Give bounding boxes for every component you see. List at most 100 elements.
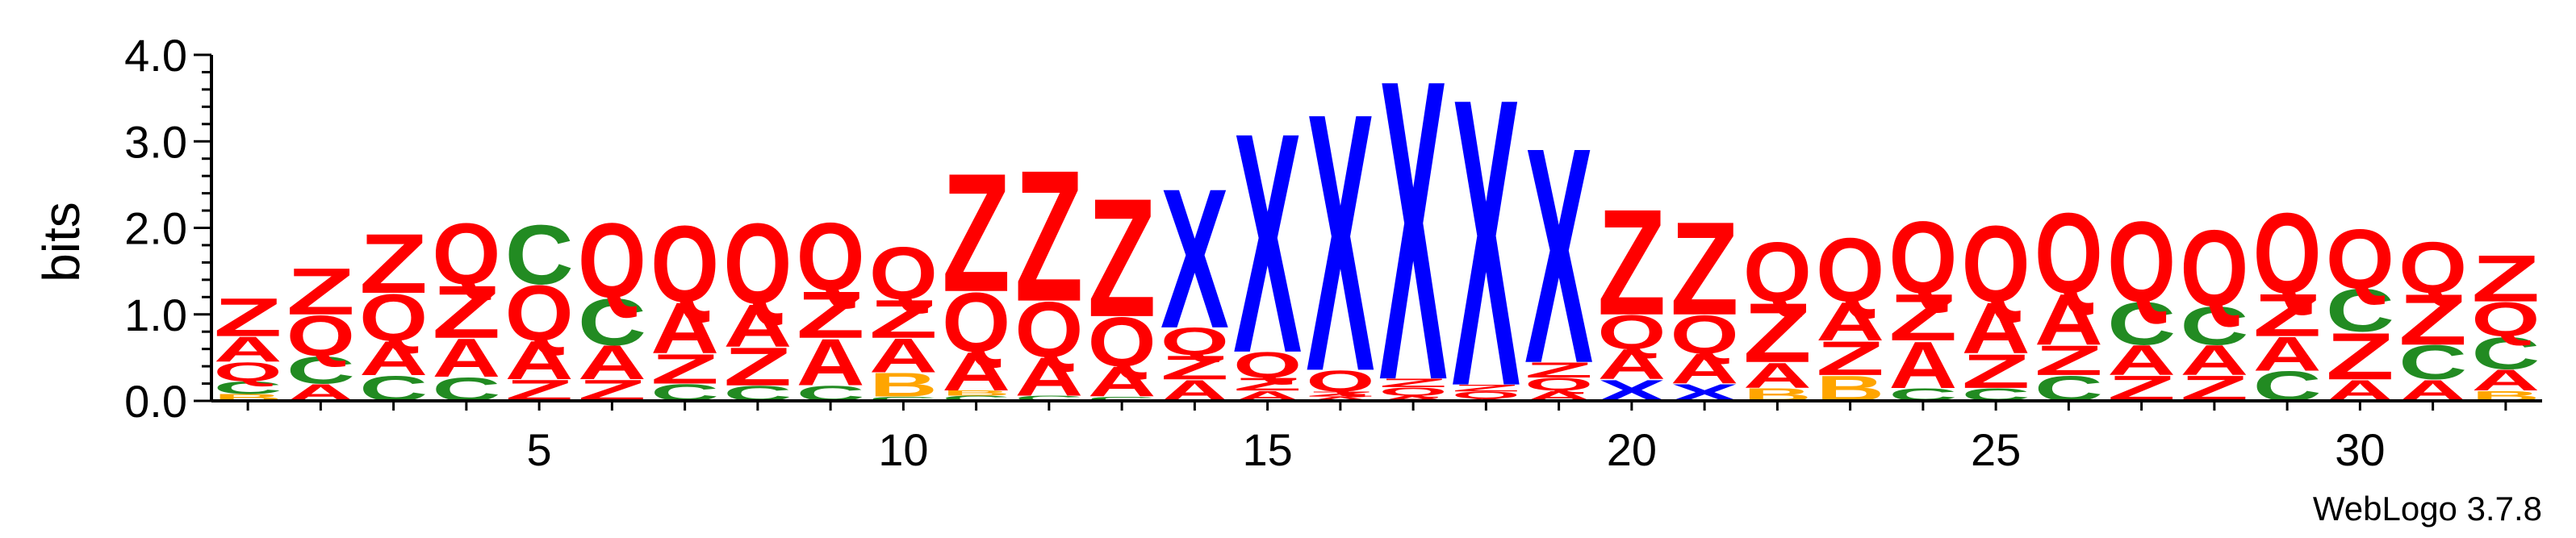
logo-glyph-x: X [1233, 69, 1302, 419]
logo-glyph-q: Q [1452, 390, 1520, 400]
logo-glyph-q: Q [505, 269, 574, 357]
logo-glyph-x: X [1306, 37, 1374, 449]
logo-glyph-c: C [2180, 296, 2248, 357]
logo-glyphs: BCQAZACQZCAQZCAZQZAQCZACQCZAQCZAQCAZQCBA… [214, 0, 2540, 472]
logo-glyph-a: A [1306, 395, 1374, 402]
logo-glyph-q: Q [1160, 320, 1229, 363]
logo-glyph-c: C [286, 349, 355, 392]
logo-glyph-a: A [1816, 291, 1884, 352]
logo-glyph-a: A [797, 326, 865, 400]
logo-glyph-z: Z [2326, 320, 2394, 394]
logo-glyph-c: C [1014, 394, 1083, 402]
logo-glyph-q: Q [214, 357, 282, 387]
logo-glyph-a: A [505, 331, 574, 391]
logo-glyph-a: A [214, 329, 282, 370]
logo-glyph-q: Q [1743, 225, 1812, 320]
logo-glyph-c: C [578, 285, 646, 359]
logo-glyph-z: Z [942, 138, 1010, 327]
logo-glyph-b: B [942, 389, 1010, 397]
logo-glyph-a: A [2107, 337, 2176, 384]
logo-glyph-a: A [2180, 337, 2248, 384]
logo-glyph-a: A [359, 332, 428, 386]
logo-glyph-q: Q [1597, 305, 1666, 359]
logo-glyph-a: A [869, 329, 938, 383]
logo-glyph-a: A [1597, 342, 1666, 389]
logo-glyph-q: Q [1014, 286, 1083, 373]
y-axis-label: bits [32, 202, 90, 282]
logo-glyph-z: Z [2034, 337, 2103, 384]
logo-glyph-a: A [432, 327, 500, 388]
logo-glyph-z: Z [1160, 348, 1229, 386]
logo-glyph-a: A [723, 292, 792, 360]
logo-glyph-q: Q [1962, 203, 2030, 325]
logo-glyph-z: Z [1962, 344, 2030, 398]
logo-glyph-z: Z [1816, 331, 1884, 385]
y-axis: 0.0 1.0 2.0 3.0 4.0 [124, 30, 213, 427]
logo-glyph-q: Q [2253, 189, 2322, 317]
logo-glyph-x: X [1524, 84, 1593, 428]
logo-glyph-z: Z [723, 336, 792, 397]
logo-glyph-a: A [1014, 347, 1083, 407]
logo-glyph-c: C [869, 395, 938, 402]
y-tick-label: 2.0 [124, 203, 187, 254]
logo-glyph-z: Z [1524, 358, 1593, 382]
logo-glyph-q: Q [2471, 292, 2540, 346]
logo-glyph-q: Q [2107, 198, 2176, 326]
logo-glyph-c: C [2398, 336, 2467, 390]
logo-glyph-q: Q [650, 203, 719, 325]
logo-glyph-a: A [1743, 355, 1812, 396]
logo-glyph-q: Q [2180, 207, 2248, 329]
logo-glyph-c: C [942, 394, 1010, 402]
logo-glyph-q: Q [1816, 220, 1884, 321]
y-tick-label: 1.0 [124, 290, 187, 340]
logo-glyph-a: A [942, 342, 1010, 402]
logo-glyph-q: Q [1379, 385, 1448, 398]
logo-glyph-a: A [1962, 288, 2030, 369]
logo-glyph-a: A [650, 288, 719, 369]
logo-glyph-c: C [1088, 395, 1156, 402]
logo-glyph-q: Q [286, 303, 355, 369]
logo-glyph-z: Z [2398, 279, 2467, 361]
logo-glyph-q: Q [797, 203, 865, 311]
logo-glyph-z: Z [1888, 281, 1957, 355]
x-tick-label: 25 [1971, 424, 2021, 475]
y-tick-label: 4.0 [124, 30, 187, 81]
x-tick-label: 5 [527, 424, 552, 475]
logo-glyph-a: A [1888, 328, 1957, 402]
logo-glyph-q: Q [2034, 189, 2103, 317]
logo-glyph-c: C [214, 377, 282, 398]
logo-glyph-z: Z [1014, 131, 1083, 341]
logo-glyph-a: A [1088, 359, 1156, 406]
x-tick-label: 20 [1607, 424, 1657, 475]
logo-glyph-q: Q [1524, 374, 1593, 394]
logo-glyph-a: A [2253, 327, 2322, 381]
logo-glyph-z: Z [214, 287, 282, 348]
y-tick-label: 0.0 [124, 376, 187, 427]
logo-glyph-q: Q [1306, 365, 1374, 398]
logo-glyph-q: Q [869, 231, 938, 315]
logo-glyph-b: B [869, 366, 938, 404]
logo-glyph-q: Q [1233, 345, 1302, 386]
logo-glyph-z: Z [2253, 282, 2322, 349]
logo-glyph-q: Q [2398, 228, 2467, 309]
weblogo-credit: WebLogo 3.7.8 [2313, 490, 2542, 528]
logo-glyph-z: Z [1452, 382, 1520, 393]
logo-glyph-a: A [1379, 394, 1448, 402]
logo-glyph-z: Z [1306, 390, 1374, 398]
logo-glyph-z: Z [1671, 195, 1739, 344]
logo-glyph-z: Z [1379, 376, 1448, 390]
logo-glyph-z: Z [1597, 177, 1666, 346]
logo-glyph-c: C [2326, 277, 2394, 345]
logo-glyph-q: Q [432, 206, 500, 302]
logo-glyph-a: A [2471, 364, 2540, 398]
logo-glyph-z: Z [650, 346, 719, 393]
logo-glyph-a: A [2034, 280, 2103, 361]
logo-glyph-q: Q [1671, 305, 1739, 365]
logo-glyph-z: Z [359, 217, 428, 311]
x-tick-label: 30 [2335, 424, 2385, 475]
x-tick-label: 10 [878, 424, 928, 475]
logo-glyph-q: Q [1088, 303, 1156, 382]
logo-glyph-z: Z [797, 278, 865, 352]
logo-glyph-c: C [505, 207, 574, 302]
